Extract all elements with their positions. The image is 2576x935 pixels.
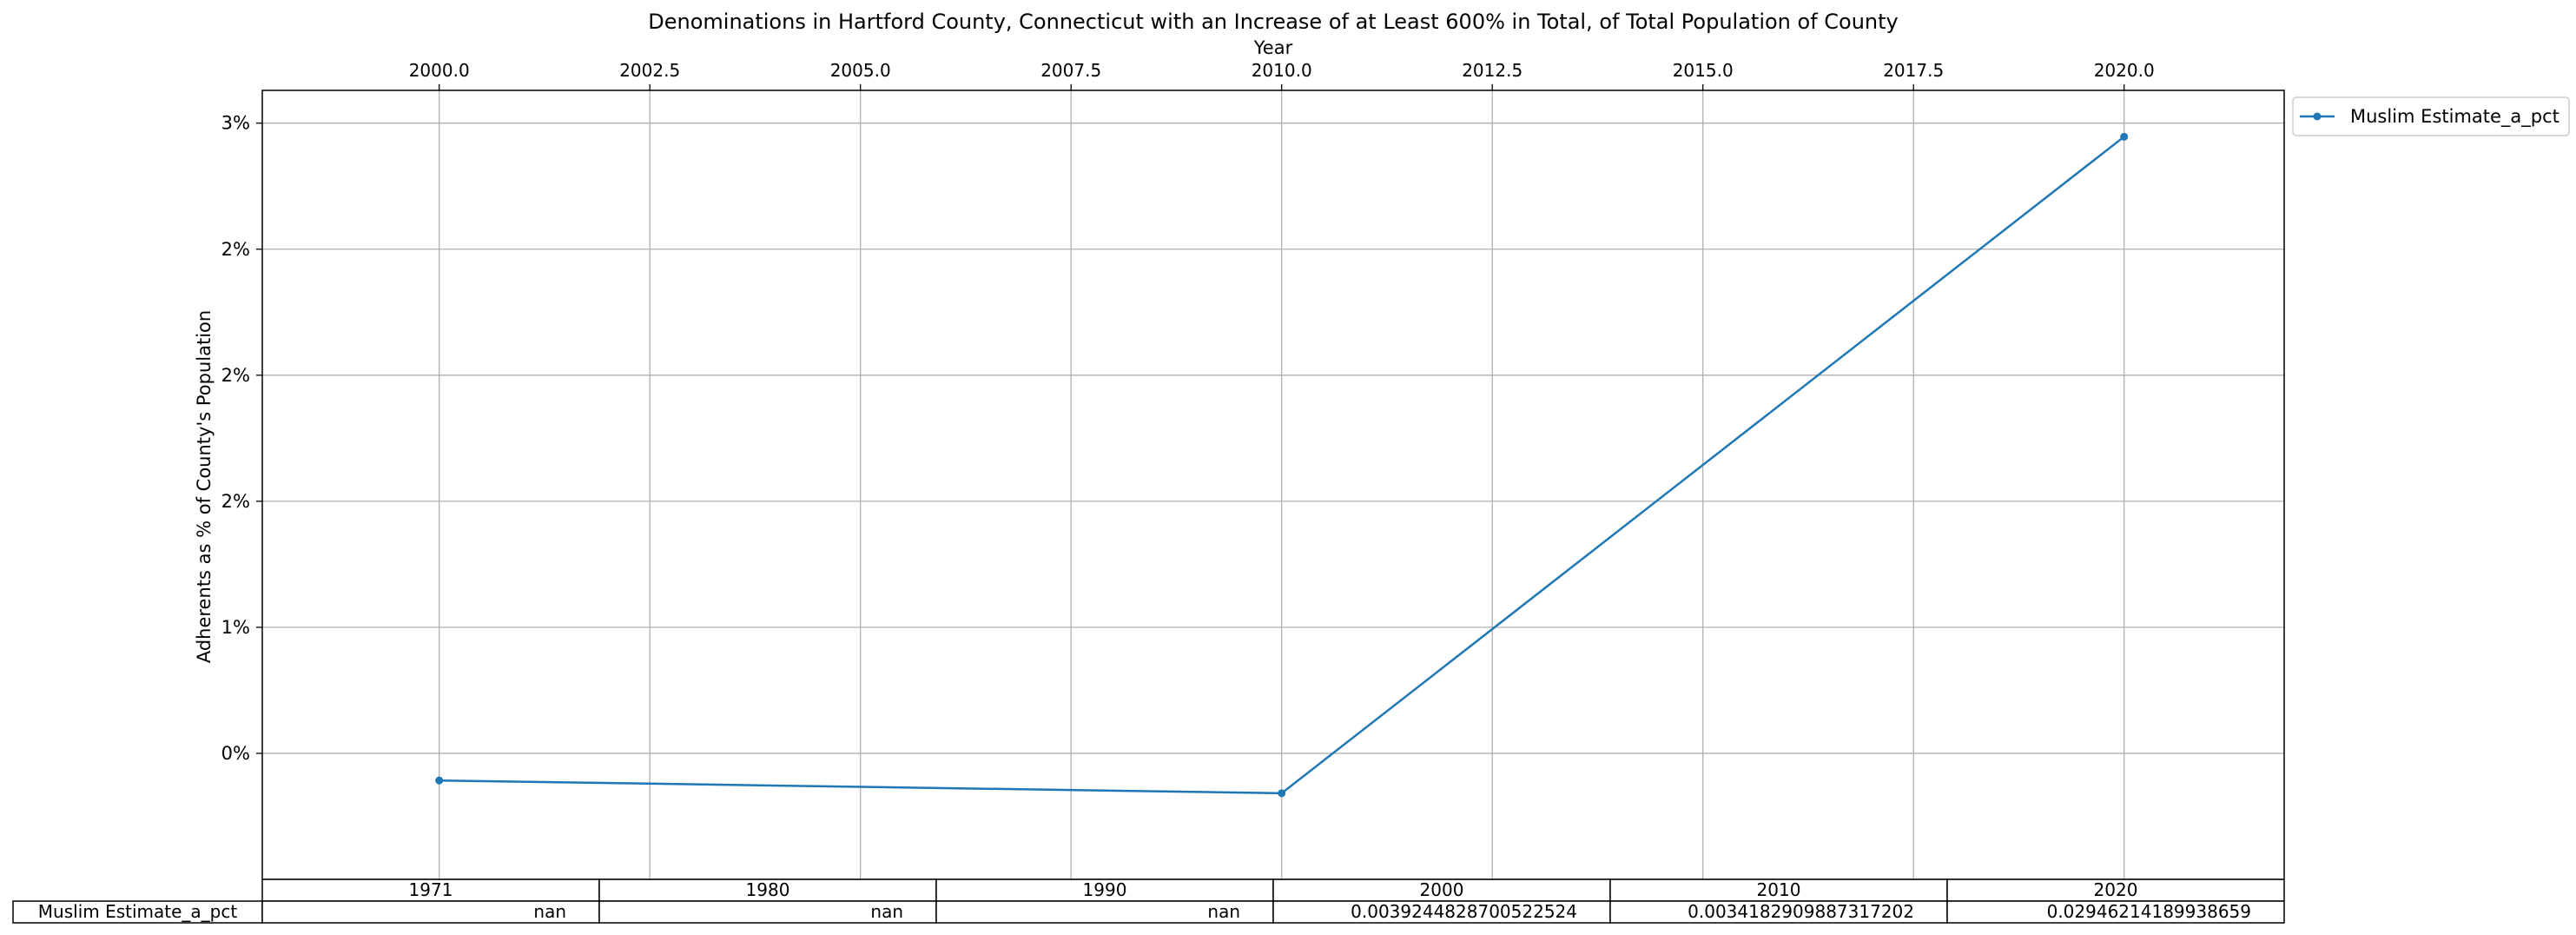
x-tick-label: 2017.5 — [1883, 60, 1944, 81]
table-cell-value: nan — [870, 901, 903, 922]
x-tick-label: 2015.0 — [1673, 60, 1734, 81]
series-layer — [435, 132, 2129, 798]
table-cell — [261, 900, 600, 924]
chart-title: Denominations in Hartford County, Connec… — [648, 10, 1899, 34]
table-header-cell — [1609, 879, 1948, 902]
x-axis-label: Year — [1253, 37, 1293, 58]
x-tick-label: 2007.5 — [1040, 60, 1101, 81]
legend: Muslim Estimate_a_pct — [2292, 96, 2570, 136]
legend-marker — [2313, 112, 2322, 121]
table-cell-value: 0.0034182909887317202 — [1688, 901, 1914, 922]
data-table: 1971 1980 1990 2000 2010 2020 Muslim Estimate_… — [12, 879, 2285, 924]
table-header-cell — [1272, 879, 1611, 902]
table-col-label: 1971 — [409, 879, 453, 900]
table-cell — [1609, 900, 1948, 924]
y-tick-label: 2% — [221, 491, 250, 512]
table-cell — [935, 900, 1274, 924]
plot-area — [261, 90, 2285, 880]
table-col-label: 2000 — [1420, 879, 1464, 900]
x-tick-label: 2020.0 — [2094, 60, 2155, 81]
legend-label: Muslim Estimate_a_pct — [2350, 106, 2559, 128]
table-col-label: 2010 — [1757, 879, 1801, 900]
grid — [262, 90, 2284, 879]
table-row-label: Muslim Estimate_a_pct — [38, 901, 238, 922]
data-point — [435, 776, 444, 785]
table-cell — [1272, 900, 1611, 924]
x-tick-label: 2012.5 — [1462, 60, 1522, 81]
x-tick-label: 2000.0 — [409, 60, 470, 81]
table-header-cell — [598, 879, 937, 902]
table-cell-value: nan — [1207, 901, 1240, 922]
table-cell-value: 0.003924482870052252​4 — [1351, 901, 1577, 922]
table-row-label-cell — [12, 900, 263, 924]
table-col-label: 2020 — [2094, 879, 2138, 900]
legend-box — [2292, 96, 2570, 136]
table-cell-value: nan — [533, 901, 566, 922]
x-tick-label: 2010.0 — [1252, 60, 1312, 81]
x-tick-label: 2002.5 — [619, 60, 680, 81]
table-cell — [598, 900, 937, 924]
axis-ticks: 2000.0 2002.5 2005.0 2007.5 2010.0 2012.5 2015… — [221, 60, 2155, 764]
table-header-cell — [1946, 879, 2285, 902]
table-cell — [1946, 900, 2285, 924]
y-tick-label: 2% — [221, 239, 250, 260]
table-cell-value: 0.02946214189938659 — [2047, 901, 2251, 922]
table-header-cell — [261, 879, 600, 902]
y-tick-label: 3% — [221, 113, 250, 134]
data-point — [1278, 789, 1286, 798]
data-point — [2120, 132, 2129, 141]
table-col-label: 1990 — [1083, 879, 1127, 900]
x-tick-label: 2005.0 — [830, 60, 891, 81]
y-tick-label: 1% — [221, 617, 250, 638]
y-axis-label: Adherents as % of County's Population — [194, 310, 215, 663]
table-col-label: 1980 — [746, 879, 790, 900]
y-tick-label: 2% — [221, 365, 250, 386]
y-tick-label: 0% — [221, 743, 250, 764]
